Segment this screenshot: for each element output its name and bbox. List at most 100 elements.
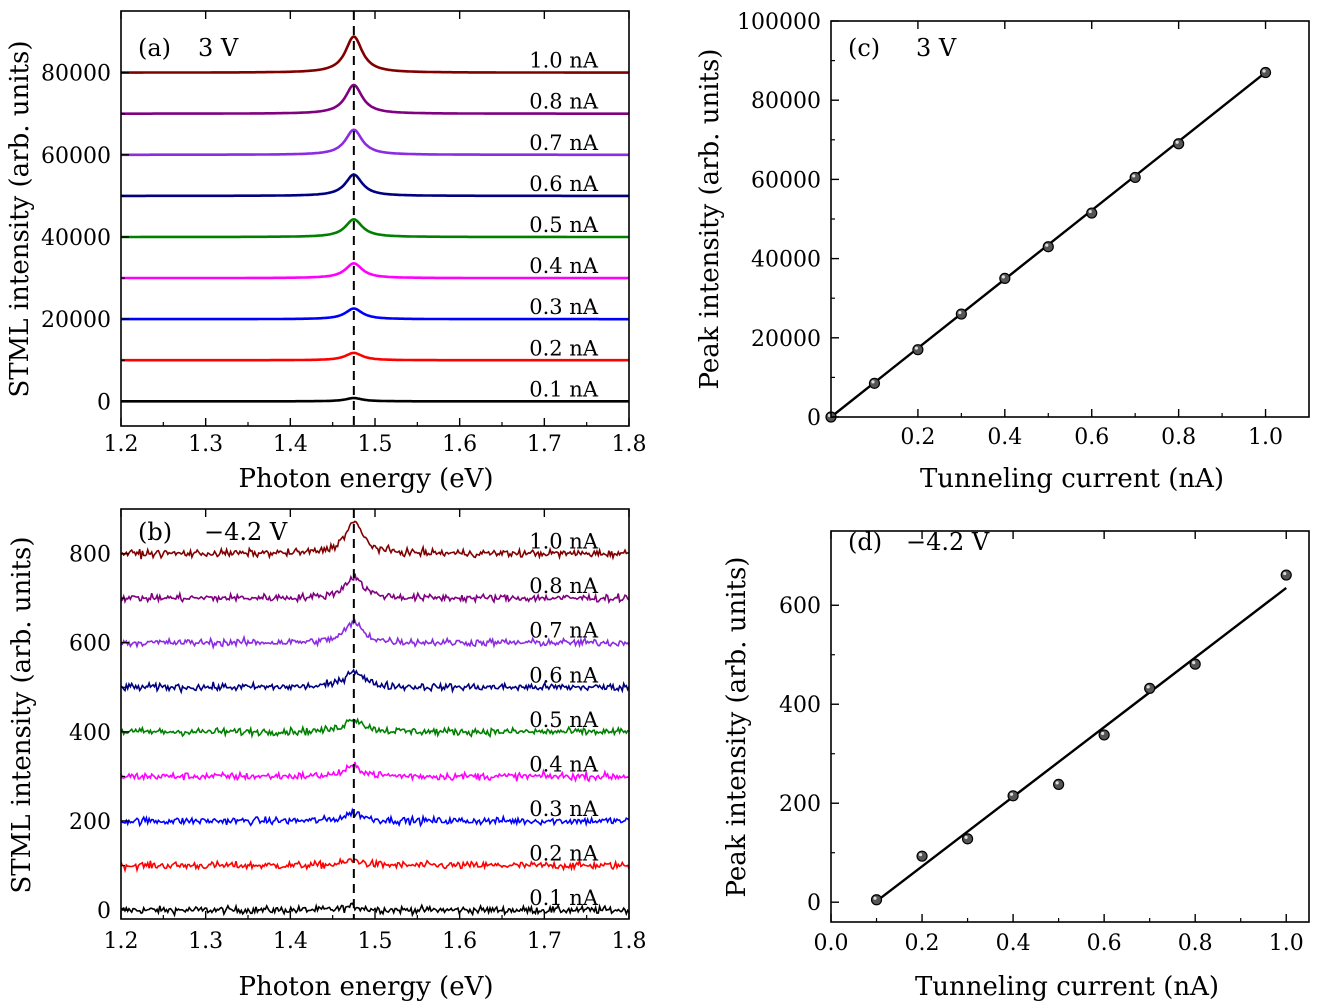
data-point (1259, 66, 1272, 79)
y-tick-label: 40000 (41, 226, 111, 251)
data-point-highlight (1001, 275, 1005, 279)
panel-c-condition: 3 V (916, 34, 957, 62)
data-point-highlight (1132, 174, 1136, 178)
curve-label: 0.5 nA (529, 213, 599, 237)
panel-b-ylabel: STML intensity (arb. units) (7, 537, 37, 894)
curve-label: 0.5 nA (529, 708, 599, 732)
x-tick-label: 0.6 (1087, 931, 1122, 956)
data-point (1144, 682, 1156, 694)
data-point-highlight (871, 380, 875, 384)
data-point (1086, 207, 1098, 219)
x-tick-label: 1.6 (442, 929, 477, 954)
x-tick-label: 1.2 (104, 432, 139, 457)
curve-label: 1.0 nA (529, 530, 599, 554)
data-point (1053, 778, 1065, 791)
panel-c-ticks: 0.2 0.4 0.6 0.8 1.0 0 20000 40000 60000 80000 1000… (737, 10, 1283, 450)
y-tick-label: 0 (97, 390, 111, 415)
y-tick-label: 100000 (737, 10, 821, 35)
curve-label: 1.0 nA (529, 49, 599, 73)
data-point (1007, 790, 1019, 802)
data-point (870, 894, 883, 906)
spectrum-08nA (120, 573, 630, 605)
y-tick-label: 200 (69, 810, 111, 835)
data-point (868, 377, 881, 389)
x-tick-label: 0.4 (987, 425, 1022, 450)
panel-d-frame (830, 530, 1310, 923)
data-point (1280, 569, 1292, 581)
data-point-highlight (958, 310, 962, 315)
x-tick-label: 1.8 (612, 929, 647, 954)
y-tick-label: 600 (69, 632, 111, 657)
curve-label: 0.1 nA (529, 377, 599, 401)
x-tick-label: 1.8 (612, 432, 647, 457)
x-tick-label: 1.5 (358, 432, 393, 457)
spectrum-04nA (120, 761, 630, 783)
spectrum-04nA (121, 261, 629, 280)
y-tick-label: 40000 (751, 248, 821, 273)
y-tick-label: 200 (779, 792, 821, 817)
curve-label: 0.6 nA (529, 172, 599, 196)
panel-a-xlabel: Photon energy (eV) (239, 464, 494, 494)
data-point (1098, 729, 1110, 741)
data-point-highlight (1192, 661, 1196, 665)
data-point-highlight (1283, 571, 1287, 576)
panel-c-frame (830, 20, 1310, 418)
panel-b: 0.1 nA 0.2 nA 0.3 nA 0.4 nA 0.5 nA 0.6 nA 0.7 … (7, 508, 647, 1002)
panel-d-ylabel: Peak intensity (arb. units) (722, 557, 752, 898)
data-point (1189, 658, 1201, 670)
curve-label: 0.6 nA (529, 663, 599, 687)
panel-a-frame (120, 10, 630, 427)
data-point-highlight (914, 346, 919, 350)
spectrum-05nA (121, 217, 629, 239)
data-point-highlight (1009, 792, 1014, 796)
spectrum-06nA (120, 668, 630, 695)
panel-a-curves: 0.1 nA 0.2 nA 0.3 nA 0.4 nA 0.5 nA 0.6 nA 0.7 … (121, 11, 629, 426)
panel-a-ticks: 1.2 1.3 1.4 1.5 1.6 1.7 1.8 0 20000 40000 60000 800… (41, 11, 647, 457)
data-point (955, 308, 967, 320)
panel-d-xlabel: Tunneling current (nA) (915, 972, 1219, 1002)
data-point-highlight (918, 853, 923, 857)
x-tick-label: 0.4 (996, 931, 1031, 956)
data-point-highlight (1101, 731, 1105, 736)
data-point (999, 272, 1011, 284)
x-tick-label: 0.2 (905, 931, 940, 956)
panel-c-ylabel: Peak intensity (arb. units) (695, 49, 725, 390)
y-tick-label: 400 (779, 693, 821, 718)
panel-a-condition: 3 V (198, 34, 239, 62)
data-point (912, 344, 924, 356)
x-tick-label: 1.3 (188, 432, 223, 457)
curve-label: 0.7 nA (529, 619, 599, 643)
x-tick-label: 0.2 (900, 425, 935, 450)
data-point-highlight (873, 896, 877, 900)
curve-label: 0.2 nA (529, 842, 599, 866)
y-tick-label: 80000 (41, 62, 111, 87)
curve-label: 0.3 nA (529, 295, 599, 319)
panel-d-label: (d) (848, 528, 882, 556)
y-tick-label: 800 (69, 543, 111, 568)
curve-label: 0.4 nA (529, 752, 599, 776)
spectrum-01nA (121, 396, 629, 403)
data-point-highlight (1175, 140, 1179, 144)
data-point-highlight (1262, 69, 1266, 73)
spectrum-03nA (120, 807, 630, 828)
spectrum-07nA (121, 128, 629, 157)
data-point (916, 850, 928, 862)
data-point-highlight (1088, 209, 1092, 214)
spectrum-06nA (121, 173, 629, 198)
panel-a-ylabel: STML intensity (arb. units) (5, 41, 35, 398)
data-point-highlight (1045, 243, 1049, 247)
panel-c-label: (c) (848, 34, 880, 62)
spectrum-08nA (121, 83, 629, 115)
panel-b-ticks: 1.2 1.3 1.4 1.5 1.6 1.7 1.8 0 200 400 600 800 (69, 509, 647, 954)
y-tick-label: 60000 (751, 168, 821, 193)
x-tick-label: 0.6 (1074, 425, 1109, 450)
panel-c-points (825, 66, 1272, 423)
curve-label: 0.3 nA (529, 797, 599, 821)
curve-label: 0.7 nA (529, 131, 599, 155)
panel-a: 0.1 nA 0.2 nA 0.3 nA 0.4 nA 0.5 nA 0.6 nA 0.7 … (5, 10, 647, 494)
x-tick-label: 1.4 (273, 929, 308, 954)
spectrum-10nA (120, 520, 630, 561)
y-tick-label: 20000 (751, 327, 821, 352)
x-tick-label: 0.0 (814, 931, 849, 956)
